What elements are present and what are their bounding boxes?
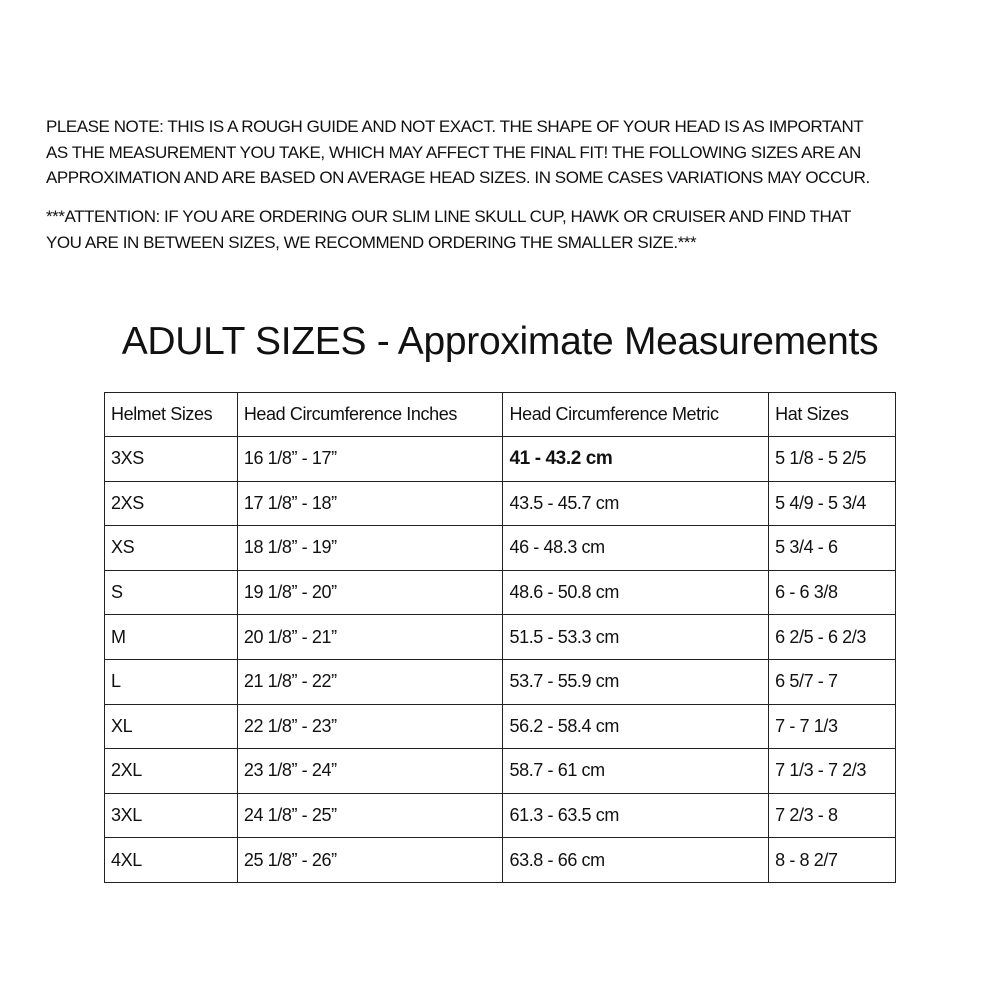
size-chart-table: Helmet Sizes Head Circumference Inches H… bbox=[104, 392, 896, 883]
header-helmet-sizes: Helmet Sizes bbox=[104, 392, 238, 437]
cell-hat-size: 7 - 7 1/3 bbox=[768, 703, 896, 750]
table-row: XS 18 1/8” - 19” 46 - 48.3 cm 5 3/4 - 6 bbox=[104, 525, 896, 571]
note-line: ***ATTENTION: IF YOU ARE ORDERING OUR SL… bbox=[46, 207, 851, 226]
header-inches: Head Circumference Inches bbox=[236, 392, 504, 437]
cell-metric: 51.5 - 53.3 cm bbox=[502, 614, 770, 660]
cell-metric: 46 - 48.3 cm bbox=[502, 525, 770, 571]
cell-helmet-size: 3XL bbox=[104, 792, 238, 839]
cell-helmet-size: L bbox=[104, 658, 238, 705]
cell-hat-size: 5 4/9 - 5 3/4 bbox=[768, 480, 896, 527]
cell-inches: 25 1/8” - 26” bbox=[236, 837, 504, 883]
table-row: M 20 1/8” - 21” 51.5 - 53.3 cm 6 2/5 - 6 2/… bbox=[104, 614, 896, 660]
cell-inches: 23 1/8” - 24” bbox=[236, 748, 504, 794]
cell-inches: 21 1/8” - 22” bbox=[236, 658, 504, 705]
header-metric: Head Circumference Metric bbox=[502, 392, 770, 437]
note-line: AS THE MEASUREMENT YOU TAKE, WHICH MAY A… bbox=[46, 142, 861, 162]
cell-helmet-size: XS bbox=[104, 525, 238, 571]
cell-hat-size: 6 - 6 3/8 bbox=[768, 569, 896, 616]
cell-metric: 56.2 - 58.4 cm bbox=[502, 703, 770, 750]
cell-inches: 17 1/8” - 18” bbox=[236, 480, 504, 527]
cell-hat-size: 5 3/4 - 6 bbox=[768, 525, 896, 571]
header-hat-sizes: Hat Sizes bbox=[768, 392, 896, 437]
cell-hat-size: 7 1/3 - 7 2/3 bbox=[768, 748, 896, 794]
cell-helmet-size: 2XS bbox=[104, 480, 238, 527]
note-line: PLEASE NOTE: THIS IS A ROUGH GUIDE AND N… bbox=[46, 117, 864, 136]
cell-hat-size: 7 2/3 - 8 bbox=[768, 792, 896, 839]
table-row: XL 22 1/8” - 23” 56.2 - 58.4 cm 7 - 7 1/3 bbox=[104, 703, 896, 750]
table-row: L 21 1/8” - 22” 53.7 - 55.9 cm 6 5/7 - 7 bbox=[104, 658, 896, 705]
table-row: 3XL 24 1/8” - 25” 61.3 - 63.5 cm 7 2/3 - 8 bbox=[104, 792, 896, 839]
cell-helmet-size: S bbox=[104, 569, 238, 616]
cell-helmet-size: M bbox=[104, 614, 238, 660]
cell-hat-size: 5 1/8 - 5 2/5 bbox=[768, 436, 896, 482]
cell-hat-size: 8 - 8 2/7 bbox=[768, 837, 896, 883]
cell-metric: 41 - 43.2 cm bbox=[502, 436, 770, 482]
cell-metric: 53.7 - 55.9 cm bbox=[502, 658, 770, 705]
table-row: 2XL 23 1/8” - 24” 58.7 - 61 cm 7 1/3 - 7 2/… bbox=[104, 748, 896, 794]
fit-disclaimer-note: PLEASE NOTE: THIS IS A ROUGH GUIDE AND N… bbox=[46, 114, 976, 191]
cell-metric: 43.5 - 45.7 cm bbox=[502, 480, 770, 527]
page-title: ADULT SIZES - Approximate Measurements bbox=[121, 320, 879, 363]
table-header-row: Helmet Sizes Head Circumference Inches H… bbox=[104, 392, 896, 437]
cell-inches: 18 1/8” - 19” bbox=[236, 525, 504, 571]
cell-helmet-size: 3XS bbox=[104, 436, 238, 482]
cell-metric: 61.3 - 63.5 cm bbox=[502, 792, 770, 839]
cell-metric: 58.7 - 61 cm bbox=[502, 748, 770, 794]
table-row: 2XS 17 1/8” - 18” 43.5 - 45.7 cm 5 4/9 - 5 … bbox=[104, 480, 896, 527]
cell-metric: 63.8 - 66 cm bbox=[502, 837, 770, 883]
attention-note: ***ATTENTION: IF YOU ARE ORDERING OUR SL… bbox=[46, 204, 976, 255]
cell-inches: 22 1/8” - 23” bbox=[236, 703, 504, 750]
table-row: S 19 1/8” - 20” 48.6 - 50.8 cm 6 - 6 3/8 bbox=[104, 569, 896, 616]
cell-inches: 19 1/8” - 20” bbox=[236, 569, 504, 616]
table-row: 4XL 25 1/8” - 26” 63.8 - 66 cm 8 - 8 2/7 bbox=[104, 837, 896, 883]
cell-inches: 24 1/8” - 25” bbox=[236, 792, 504, 839]
cell-inches: 20 1/8” - 21” bbox=[236, 614, 504, 660]
cell-helmet-size: 4XL bbox=[104, 837, 238, 883]
note-line: YOU ARE IN BETWEEN SIZES, WE RECOMMEND O… bbox=[46, 232, 697, 252]
cell-helmet-size: XL bbox=[104, 703, 238, 750]
cell-hat-size: 6 5/7 - 7 bbox=[768, 658, 896, 705]
table-row: 3XS 16 1/8” - 17” 41 - 43.2 cm 5 1/8 - 5 2/… bbox=[104, 436, 896, 482]
note-line: APPROXIMATION AND ARE BASED ON AVERAGE H… bbox=[46, 168, 870, 187]
cell-inches: 16 1/8” - 17” bbox=[236, 436, 504, 482]
cell-hat-size: 6 2/5 - 6 2/3 bbox=[768, 614, 896, 660]
cell-metric: 48.6 - 50.8 cm bbox=[502, 569, 770, 616]
cell-helmet-size: 2XL bbox=[104, 748, 238, 794]
